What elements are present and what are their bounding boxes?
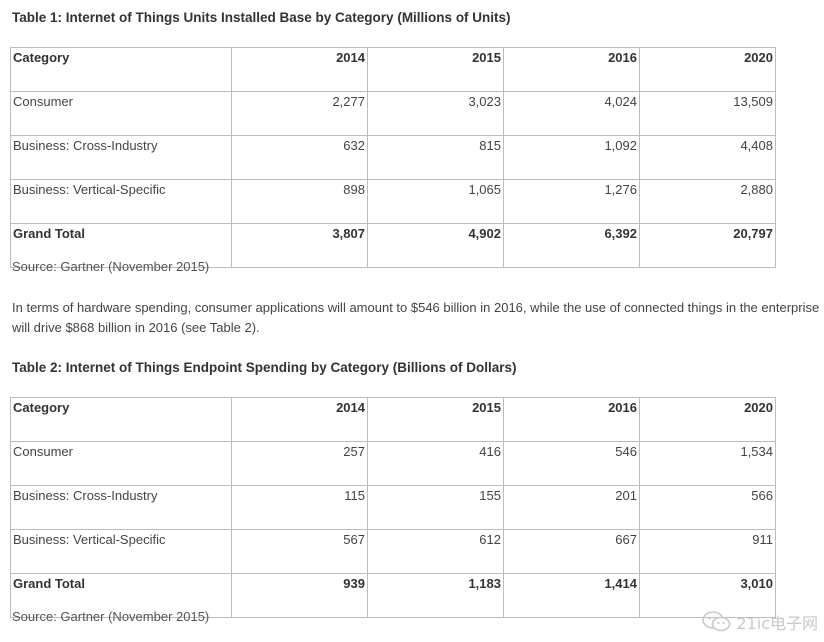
wechat-icon <box>702 610 732 634</box>
table-cell: Business: Vertical-Specific <box>10 529 232 574</box>
table2-header-2020: 2020 <box>639 397 776 442</box>
table-cell: 4,024 <box>503 91 640 136</box>
table-row: Business: Vertical-Specific 567 612 667 … <box>10 529 776 574</box>
table-row: Business: Vertical-Specific 898 1,065 1,… <box>10 179 776 224</box>
table2-header-2016: 2016 <box>503 397 640 442</box>
table2-header-2015: 2015 <box>367 397 504 442</box>
watermark-text: 21ic电子网 <box>736 614 818 633</box>
table2-header-2014: 2014 <box>231 397 368 442</box>
table2-header-category: Category <box>10 397 232 442</box>
table1-source: Source: Gartner (November 2015) <box>12 259 210 274</box>
table-cell: 1,534 <box>639 441 776 486</box>
table-cell: 815 <box>367 135 504 180</box>
table-cell: Consumer <box>10 91 232 136</box>
table-cell: 1,065 <box>367 179 504 224</box>
table-cell: 3,010 <box>639 573 776 618</box>
table2-header-row: Category 2014 2015 2016 2020 <box>10 397 776 442</box>
table-cell: 612 <box>367 529 504 574</box>
table-cell: Business: Cross-Industry <box>10 485 232 530</box>
table-cell: 567 <box>231 529 368 574</box>
table-cell: 416 <box>367 441 504 486</box>
table-cell: 20,797 <box>639 223 776 268</box>
table1-header-row: Category 2014 2015 2016 2020 <box>10 47 776 92</box>
table-cell: 2,277 <box>231 91 368 136</box>
table-cell: Grand Total <box>10 223 232 268</box>
table-row: Business: Cross-Industry 632 815 1,092 4… <box>10 135 776 180</box>
table-row: Consumer 257 416 546 1,534 <box>10 441 776 486</box>
watermark: 21ic电子网 <box>702 610 818 634</box>
table1-header-2014: 2014 <box>231 47 368 92</box>
table-cell: 201 <box>503 485 640 530</box>
table-cell: 115 <box>231 485 368 530</box>
table-cell: Business: Cross-Industry <box>10 135 232 180</box>
table-cell: 4,408 <box>639 135 776 180</box>
table2-source: Source: Gartner (November 2015) <box>12 609 210 624</box>
table-row: Business: Cross-Industry 115 155 201 566 <box>10 485 776 530</box>
table-cell: 13,509 <box>639 91 776 136</box>
table2-title: Table 2: Internet of Things Endpoint Spe… <box>12 360 517 375</box>
table-cell: 667 <box>503 529 640 574</box>
table-cell: 6,392 <box>503 223 640 268</box>
table1-header-2015: 2015 <box>367 47 504 92</box>
table-cell: 566 <box>639 485 776 530</box>
table-cell: 1,276 <box>503 179 640 224</box>
table2: Category 2014 2015 2016 2020 Consumer 25… <box>10 397 776 618</box>
table-cell: 257 <box>231 441 368 486</box>
table-cell: 4,902 <box>367 223 504 268</box>
table1-total-row: Grand Total 3,807 4,902 6,392 20,797 <box>10 223 776 268</box>
table-cell: Consumer <box>10 441 232 486</box>
table1-header-2020: 2020 <box>639 47 776 92</box>
table1-header-2016: 2016 <box>503 47 640 92</box>
table-cell: 898 <box>231 179 368 224</box>
table-cell: 1,414 <box>503 573 640 618</box>
table1-title: Table 1: Internet of Things Units Instal… <box>12 10 511 25</box>
table-cell: 155 <box>367 485 504 530</box>
table-row: Consumer 2,277 3,023 4,024 13,509 <box>10 91 776 136</box>
table-cell: 939 <box>231 573 368 618</box>
table-cell: 3,807 <box>231 223 368 268</box>
table1-header-category: Category <box>10 47 232 92</box>
table-cell: 911 <box>639 529 776 574</box>
table2-total-row: Grand Total 939 1,183 1,414 3,010 <box>10 573 776 618</box>
table-cell: 546 <box>503 441 640 486</box>
table-cell: 632 <box>231 135 368 180</box>
table-cell: 1,183 <box>367 573 504 618</box>
table-cell: Business: Vertical-Specific <box>10 179 232 224</box>
table-cell: 2,880 <box>639 179 776 224</box>
table-cell: 1,092 <box>503 135 640 180</box>
body-paragraph: In terms of hardware spending, consumer … <box>12 300 820 335</box>
table1: Category 2014 2015 2016 2020 Consumer 2,… <box>10 47 776 268</box>
table-cell: 3,023 <box>367 91 504 136</box>
